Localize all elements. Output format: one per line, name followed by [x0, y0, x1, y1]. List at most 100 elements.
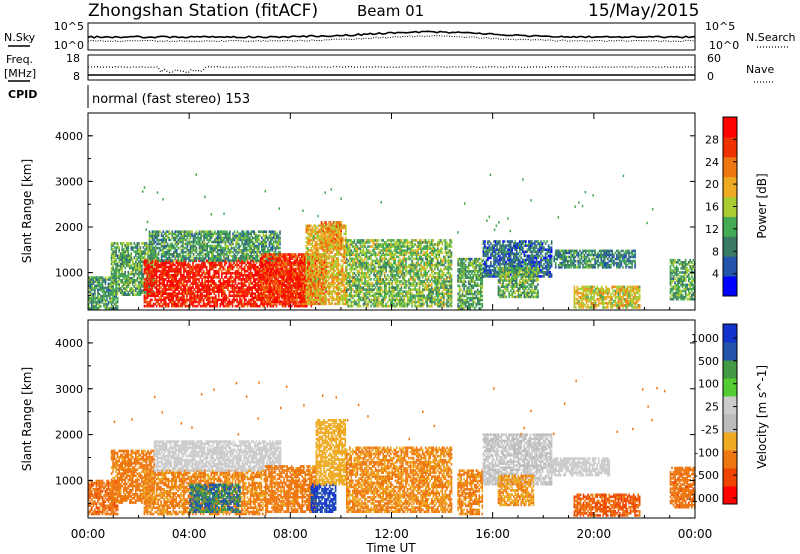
heatmap-cell: [188, 238, 190, 242]
heatmap-cell: [101, 276, 104, 279]
heatmap-cell: [183, 276, 185, 279]
heatmap-cell: [130, 256, 133, 259]
heatmap-cell: [152, 269, 155, 273]
heatmap-cell: [167, 271, 170, 275]
heatmap-cell: [144, 252, 146, 255]
heatmap-cell: [201, 261, 203, 265]
heatmap-cell: [215, 269, 217, 273]
heatmap-cell: [169, 253, 172, 256]
heatmap-cell: [258, 242, 260, 246]
heatmap-cell: [252, 296, 255, 300]
heatmap-cell: [97, 302, 99, 306]
heatmap-cell: [227, 255, 230, 258]
heatmap-cell: [138, 248, 140, 251]
heatmap-cell: [98, 284, 101, 288]
heatmap-cell: [163, 263, 165, 267]
heatmap-cell: [91, 280, 93, 283]
heatmap-cell: [146, 304, 149, 308]
heatmap-cell: [177, 269, 179, 273]
heatmap-cell: [161, 278, 164, 281]
heatmap-cell: [250, 244, 252, 248]
heatmap-cell: [148, 248, 151, 251]
heatmap-cell: [212, 240, 214, 244]
heatmap-cell: [92, 292, 95, 296]
heatmap-cell: [305, 282, 308, 285]
heatmap-cell: [325, 263, 327, 267]
heatmap-cell: [183, 261, 185, 265]
heatmap-cell: [213, 280, 215, 283]
heatmap-cell: [203, 230, 205, 233]
heatmap-cell: [175, 292, 178, 295]
heatmap-cell: [141, 291, 143, 294]
heatmap-cell: [145, 244, 148, 247]
heatmap-cell: [216, 263, 219, 267]
heatmap-cell: [155, 267, 158, 271]
noise-tick-high-left: 10^5: [54, 20, 84, 33]
heatmap-cell: [314, 279, 317, 283]
heatmap-cell: [116, 281, 119, 284]
heatmap-cell: [287, 288, 289, 291]
heatmap-cell: [261, 302, 264, 306]
heatmap-cell: [160, 265, 162, 269]
heatmap-cell: [148, 230, 151, 233]
heatmap-cell: [121, 281, 123, 284]
heatmap-cell: [151, 269, 153, 273]
heatmap-cell: [171, 292, 173, 295]
heatmap-cell: [219, 278, 222, 281]
heatmap-cell: [113, 293, 116, 296]
heatmap-cell: [165, 250, 167, 254]
heatmap-cell: [233, 278, 235, 281]
heatmap-cell: [100, 276, 102, 279]
heatmap-cell: [165, 244, 167, 248]
heatmap-cell: [152, 267, 155, 271]
heatmap-cell: [187, 298, 190, 302]
heatmap-cell: [121, 285, 123, 288]
heatmap-cell: [316, 302, 318, 306]
heatmap-cell: [88, 296, 90, 300]
heatmap-cell: [118, 272, 120, 276]
heatmap-cell: [288, 296, 291, 299]
heatmap-cell: [207, 230, 210, 233]
heatmap-cell: [234, 304, 237, 308]
heatmap-cell: [148, 302, 150, 306]
heatmap-cell: [166, 282, 168, 285]
sky-noise-line: [87, 30, 696, 39]
heatmap-cell: [135, 287, 137, 290]
heatmap-cell: [146, 259, 149, 263]
heatmap-cell: [313, 228, 315, 232]
heatmap-cell: [149, 302, 152, 306]
heatmap-cell: [174, 276, 176, 279]
heatmap-cell: [124, 258, 126, 262]
heatmap-cell: [294, 253, 297, 256]
heatmap-cell: [293, 261, 295, 264]
heatmap-cell: [171, 282, 173, 285]
heatmap-cell: [148, 276, 150, 279]
heatmap-cell: [164, 300, 167, 304]
heatmap-cell: [260, 273, 262, 277]
heatmap-cell: [181, 296, 184, 300]
heatmap-cell: [127, 244, 130, 247]
heatmap-cell: [158, 292, 161, 295]
heatmap-cell: [113, 289, 116, 292]
heatmap-cell: [161, 269, 164, 273]
heatmap-cell: [161, 290, 164, 293]
heatmap-cell: [319, 263, 321, 267]
heatmap-cell: [172, 274, 175, 277]
heatmap-cell: [299, 304, 302, 308]
heatmap-cell: [133, 250, 136, 253]
heatmap-cell: [253, 257, 255, 260]
heatmap-cell: [171, 294, 173, 298]
heatmap-cell: [186, 304, 188, 308]
heatmap-cell: [167, 292, 170, 295]
heatmap-cell: [224, 257, 227, 260]
heatmap-cell: [180, 274, 182, 277]
heatmap-cell: [293, 290, 295, 293]
heatmap-cell: [110, 285, 113, 288]
heatmap-cell: [173, 259, 175, 262]
heatmap-cell: [158, 284, 161, 287]
heatmap-cell: [146, 300, 149, 304]
heatmap-cell: [180, 271, 182, 275]
heatmap-cell: [174, 269, 176, 273]
heatmap-cell: [145, 286, 147, 289]
heatmap-cell: [310, 253, 312, 256]
